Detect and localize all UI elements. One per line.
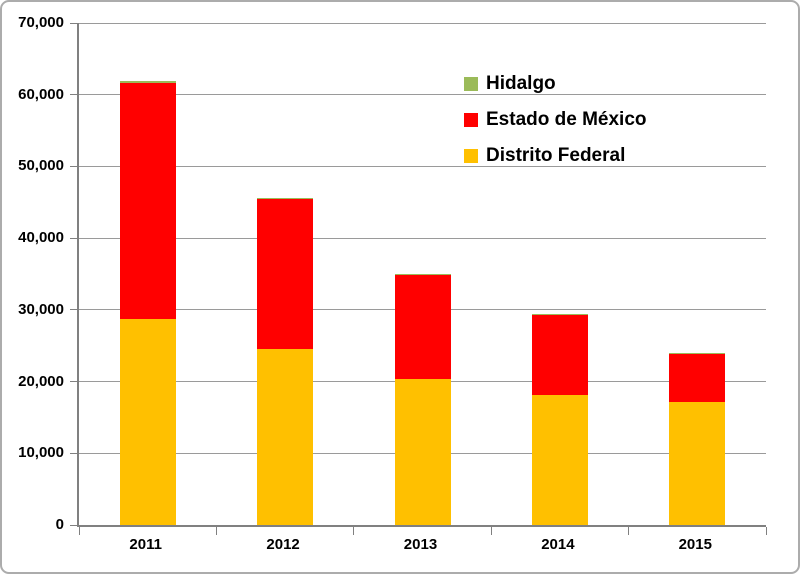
x-tick-3 bbox=[490, 527, 492, 535]
gridline-50000 bbox=[79, 165, 766, 167]
legend-item-estado-de-mexico: Estado de México bbox=[464, 102, 647, 138]
y-tick-30000 bbox=[70, 309, 77, 311]
legend-swatch-distrito-federal-icon bbox=[464, 149, 478, 163]
y-axis-label-50000: 50,000 bbox=[18, 157, 64, 175]
x-tick-5 bbox=[765, 527, 767, 535]
x-axis-label-2015: 2015 bbox=[678, 536, 712, 553]
x-tick-4 bbox=[628, 527, 630, 535]
bar-2013-hidalgo bbox=[394, 273, 451, 275]
legend-swatch-estado-de-mexico-icon bbox=[464, 113, 478, 127]
y-axis-label-60000: 60,000 bbox=[18, 85, 64, 103]
bar-2012-distrito-federal bbox=[257, 349, 314, 525]
y-axis-label-40000: 40,000 bbox=[18, 229, 64, 247]
bar-2015-distrito-federal bbox=[669, 402, 726, 525]
bar-2015-estado-de-mexico bbox=[669, 353, 726, 403]
legend-label-estado-de-mexico: Estado de México bbox=[486, 109, 647, 130]
plot-area bbox=[70, 22, 767, 535]
bar-2014-distrito-federal bbox=[531, 395, 588, 525]
y-tick-50000 bbox=[70, 165, 77, 167]
legend-swatch-hidalgo-icon bbox=[464, 77, 478, 91]
x-axis-label-2012: 2012 bbox=[266, 536, 300, 553]
gridline-60000 bbox=[79, 94, 766, 96]
bar-2014-hidalgo bbox=[531, 313, 588, 315]
bar-2013-estado-de-mexico bbox=[394, 274, 451, 379]
y-tick-10000 bbox=[70, 452, 77, 454]
gridline-40000 bbox=[79, 237, 766, 239]
x-tick-2 bbox=[353, 527, 355, 535]
y-axis-label-70000: 70,000 bbox=[18, 14, 64, 31]
y-tick-60000 bbox=[70, 94, 77, 96]
x-axis-label-2013: 2013 bbox=[403, 536, 438, 553]
legend-label-distrito-federal: Distrito Federal bbox=[486, 145, 626, 166]
bar-2011-estado-de-mexico bbox=[119, 82, 176, 320]
legend-item-distrito-federal: Distrito Federal bbox=[464, 138, 647, 174]
bar-2012-estado-de-mexico bbox=[257, 198, 314, 350]
y-tick-0 bbox=[70, 524, 77, 526]
legend-item-hidalgo: Hidalgo bbox=[464, 66, 647, 102]
x-axis-label-2014: 2014 bbox=[541, 536, 575, 553]
gridline-70000 bbox=[79, 22, 766, 24]
y-axis-label-30000: 30,000 bbox=[18, 300, 64, 318]
y-tick-20000 bbox=[70, 381, 77, 383]
legend: Hidalgo Estado de México Distrito Federa… bbox=[464, 66, 647, 174]
x-axis-label-2011: 2011 bbox=[129, 536, 162, 553]
bar-2014-estado-de-mexico bbox=[531, 314, 588, 396]
bar-2011-distrito-federal bbox=[119, 319, 176, 525]
y-tick-70000 bbox=[70, 22, 77, 24]
bar-2015-hidalgo bbox=[669, 352, 726, 354]
bar-2011-hidalgo bbox=[119, 81, 176, 83]
bar-2012-hidalgo bbox=[257, 197, 314, 199]
legend-label-hidalgo: Hidalgo bbox=[486, 73, 556, 94]
y-axis-label-10000: 10,000 bbox=[18, 444, 64, 462]
y-axis-label-0: 0 bbox=[55, 516, 64, 533]
y-tick-40000 bbox=[70, 237, 77, 239]
bar-2013-distrito-federal bbox=[394, 378, 451, 525]
x-tick-1 bbox=[215, 527, 217, 535]
y-axis-label-20000: 20,000 bbox=[18, 372, 64, 390]
x-tick-0 bbox=[78, 527, 80, 535]
